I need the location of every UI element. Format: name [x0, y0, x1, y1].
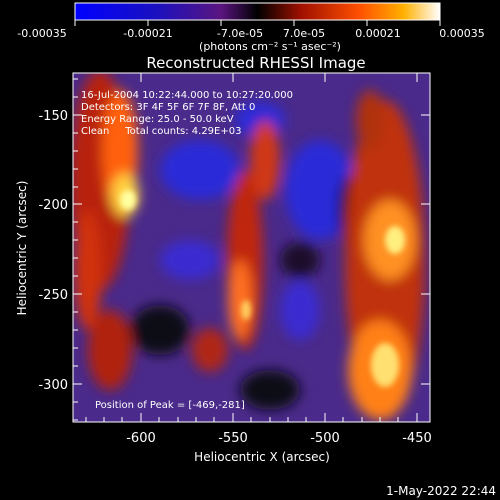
- x-tick-label: -550: [218, 431, 248, 446]
- colorbar-tick-label: -0.00035: [17, 27, 66, 40]
- colorbar-tick-label: 0.00035: [439, 27, 485, 40]
- timestamp: 1-May-2022 22:44: [386, 484, 496, 498]
- annotation-time-range: 16-Jul-2004 10:22:44.000 to 10:27:20.000: [81, 90, 293, 101]
- colorbar-gradient: [74, 2, 441, 21]
- colorbar-unit-label: (photons cm⁻² s⁻¹ asec⁻²): [199, 40, 341, 53]
- colorbar-tick-label: 7.0e-05: [283, 27, 325, 40]
- x-tick-label: -600: [126, 431, 156, 446]
- x-axis-label: Heliocentric X (arcsec): [194, 450, 330, 464]
- y-tick-label: -300: [38, 378, 68, 393]
- peak-position-label: Position of Peak = [-469,-281]: [95, 400, 245, 411]
- colorbar-tick-label: 0.00021: [355, 27, 401, 40]
- x-tick-label: -500: [310, 431, 340, 446]
- plot-axes: -600 -550 -500 -450 -150 -200 -250 -300 …: [15, 72, 432, 464]
- image-annotations: 16-Jul-2004 10:22:44.000 to 10:27:20.000…: [81, 90, 293, 411]
- colorbar-tick-label: -7.0e-05: [217, 27, 263, 40]
- colorbar-tick-label: -0.00021: [123, 27, 172, 40]
- colorbar: -0.00035 -0.00021 -7.0e-05 7.0e-05 0.000…: [17, 2, 485, 53]
- annotation-clean-counts: Clean Total counts: 4.29E+03: [81, 126, 241, 137]
- y-tick-label: -250: [38, 288, 68, 303]
- plot-title: Reconstructed RHESSI Image: [146, 54, 365, 72]
- y-tick-label: -150: [38, 109, 68, 124]
- x-tick-label: -450: [402, 431, 432, 446]
- image-panel: [73, 73, 430, 422]
- annotation-energy-range: Energy Range: 25.0 - 50.0 keV: [81, 114, 234, 125]
- y-axis-label: Heliocentric Y (arcsec): [15, 181, 29, 316]
- y-tick-label: -200: [38, 198, 68, 213]
- annotation-detectors: Detectors: 3F 4F 5F 6F 7F 8F, Att 0: [81, 102, 255, 113]
